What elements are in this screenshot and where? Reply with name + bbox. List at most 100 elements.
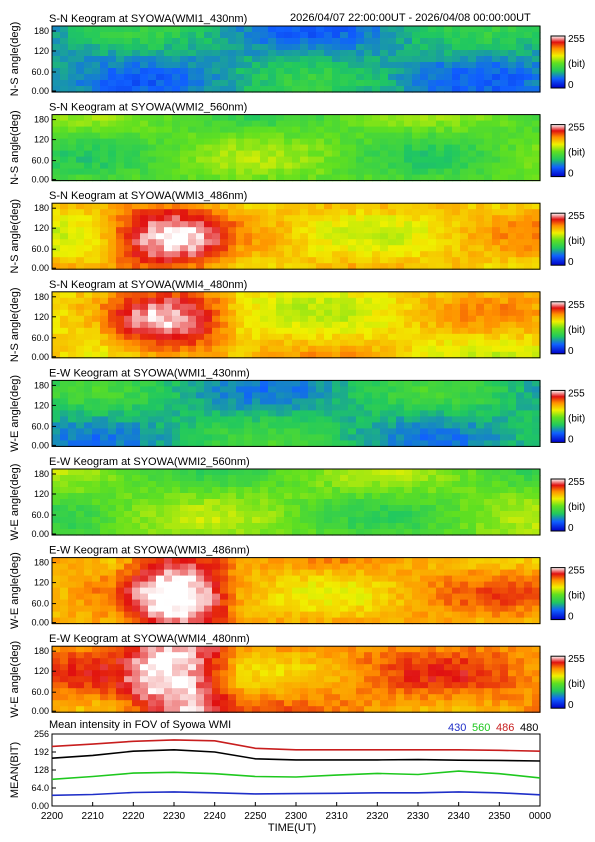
keogram-title: S-N Keogram at SYOWA(WMI4_480nm) (49, 279, 247, 291)
keogram-panel: S-N Keogram at SYOWA(WMI3_486nm)180 120 60… (9, 190, 585, 273)
y-tick-label: 60.0 (31, 510, 49, 520)
colorbar-min: 0 (568, 700, 574, 711)
keogram-heatmap (52, 469, 541, 536)
colorbar-max: 255 (568, 654, 585, 665)
y-tick-label: 180 (34, 380, 49, 390)
y-tick-label: 0.00 (31, 440, 49, 450)
chart-title: Mean intensity in FOV of Syowa WMI (49, 719, 231, 731)
legend-entry: 486 (496, 722, 514, 734)
chart-y-axis-label: MEAN(BIT) (9, 742, 21, 798)
y-tick-label: 180 (34, 115, 49, 125)
series-line-430 (51, 791, 541, 797)
legend-entry: 560 (472, 722, 490, 734)
keogram-panel: E-W Keogram at SYOWA(WMI3_486nm)180 120 60… (9, 545, 585, 629)
colorbar-max: 255 (568, 300, 585, 311)
x-tick-label: 2340 (448, 811, 471, 822)
y-tick-label: 60.0 (31, 421, 49, 431)
keogram-heatmap (52, 646, 541, 713)
y-axis-label: W-E angle(deg) (9, 464, 21, 541)
y-tick-label: 120 (34, 135, 49, 145)
keogram-panel: E-W Keogram at SYOWA(WMI4_480nm)180 120 60… (9, 633, 585, 717)
colorbar-unit: (bit) (568, 502, 585, 513)
x-tick-label: 0000 (529, 811, 552, 822)
keogram-panel: E-W Keogram at SYOWA(WMI2_560nm)180 120 60… (9, 456, 585, 540)
x-tick-label: 2310 (326, 811, 349, 822)
colorbar-max: 255 (568, 477, 585, 488)
colorbar (550, 389, 566, 443)
y-tick-label: 60.0 (31, 687, 49, 697)
y-tick-label: 60.0 (31, 333, 49, 343)
keogram-panel: S-N Keogram at SYOWA(WMI4_480nm)180 120 60… (9, 279, 585, 362)
colorbar-min: 0 (568, 523, 574, 534)
x-tick-label: 2320 (366, 811, 389, 822)
y-tick-label: 180 (34, 558, 49, 568)
y-axis-label: W-E angle(deg) (9, 641, 21, 718)
y-tick-label: 0.00 (31, 86, 49, 96)
colorbar-unit: (bit) (568, 591, 585, 602)
keogram-title: S-N Keogram at SYOWA(WMI3_486nm) (49, 190, 247, 202)
legend-entry: 430 (448, 722, 466, 734)
colorbar-min: 0 (568, 346, 574, 357)
colorbar-max: 255 (568, 388, 585, 399)
y-tick-label: 120 (34, 578, 49, 588)
keogram-panel: S-N Keogram at SYOWA(WMI2_560nm)180 120 60… (9, 102, 585, 185)
y-tick-label: 120 (34, 223, 49, 233)
x-tick-label: 2350 (488, 811, 511, 822)
chart-y-tick-label: 128 (34, 765, 49, 775)
colorbar-max: 255 (568, 211, 585, 222)
x-tick-label: 2300 (285, 811, 308, 822)
y-tick-label: 180 (34, 292, 49, 302)
chart-y-tick-label: 64.0 (31, 783, 49, 793)
chart-frame (51, 733, 541, 807)
keogram-title: E-W Keogram at SYOWA(WMI2_560nm) (49, 456, 250, 468)
colorbar-min: 0 (568, 257, 574, 268)
colorbar (550, 35, 566, 89)
keogram-heatmap (52, 557, 541, 625)
colorbar (550, 655, 566, 709)
keogram-title: S-N Keogram at SYOWA(WMI2_560nm) (49, 102, 247, 114)
y-tick-label: 0.00 (31, 352, 49, 362)
keogram-heatmap (52, 114, 541, 182)
colorbar-max: 255 (568, 34, 585, 45)
colorbar-unit: (bit) (568, 148, 585, 159)
mean-intensity-chart: Mean intensity in FOV of Syowa WMI 430 560… (9, 719, 552, 834)
y-tick-label: 60.0 (31, 156, 49, 166)
y-tick-label: 120 (34, 666, 49, 676)
y-tick-label: 60.0 (31, 67, 49, 77)
y-tick-label: 120 (34, 489, 49, 499)
y-tick-label: 0.00 (31, 175, 49, 185)
colorbar (550, 301, 566, 355)
series-line-486 (51, 739, 541, 752)
keogram-panel: S-N Keogram at SYOWA(WMI1_430nm)180 120 60… (9, 13, 585, 96)
chart-y-tick-label: 256 (34, 729, 49, 739)
y-tick-label: 60.0 (31, 599, 49, 609)
y-tick-label: 180 (34, 203, 49, 213)
chart-y-tick-label: 192 (34, 747, 49, 757)
keogram-frame (51, 202, 541, 270)
colorbar-unit: (bit) (568, 59, 585, 70)
keogram-title: E-W Keogram at SYOWA(WMI1_430nm) (49, 367, 250, 379)
keogram-frame (51, 114, 541, 182)
x-tick-label: 2230 (163, 811, 186, 822)
colorbar-unit: (bit) (568, 679, 585, 690)
colorbar-max: 255 (568, 566, 585, 577)
keogram-title: E-W Keogram at SYOWA(WMI3_486nm) (49, 545, 250, 557)
header: 2026/04/07 22:00:00UT - 2026/04/08 00:00… (290, 12, 531, 24)
colorbar-unit: (bit) (568, 413, 585, 424)
y-tick-label: 60.0 (31, 244, 49, 254)
colorbar-unit: (bit) (568, 325, 585, 336)
y-tick-label: 120 (34, 46, 49, 56)
keogram-frame (51, 468, 541, 536)
time-range: 2026/04/07 22:00:00UT - 2026/04/08 00:00… (290, 12, 531, 24)
colorbar-min: 0 (568, 169, 574, 180)
y-axis-label: N-S angle(deg) (9, 110, 21, 185)
y-axis-label: N-S angle(deg) (9, 288, 21, 363)
keogram-heatmap (52, 291, 541, 359)
series-line-560 (51, 770, 541, 781)
keogram-panel: E-W Keogram at SYOWA(WMI1_430nm)180 120 60… (9, 367, 585, 451)
colorbar (550, 124, 566, 178)
keogram-title: S-N Keogram at SYOWA(WMI1_430nm) (49, 13, 247, 25)
y-tick-label: 0.00 (31, 529, 49, 539)
y-tick-label: 180 (34, 469, 49, 479)
